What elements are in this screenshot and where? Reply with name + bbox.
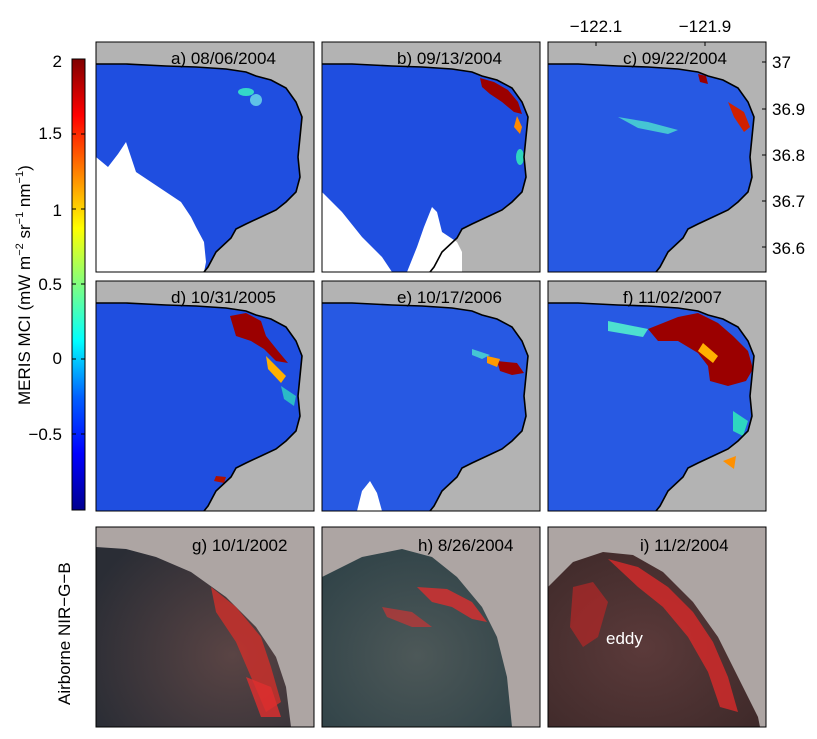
panel-title: d) 10/31/2005 — [171, 288, 276, 307]
bloom-patch — [608, 321, 648, 337]
colorbar-tick: −0.5 — [28, 425, 62, 444]
ocean — [96, 303, 302, 511]
no-data-area — [322, 192, 392, 272]
lat-tick-label: 36.8 — [772, 146, 805, 165]
lon-tick-label: −121.9 — [679, 17, 731, 36]
bloom-patch — [211, 587, 281, 712]
latitude-ticks: 37 36.9 36.8 36.7 36.6 — [772, 53, 805, 258]
bloom-patch — [698, 343, 718, 363]
airborne-image — [322, 549, 512, 727]
panel-i: i) 11/2/2004 eddy — [547, 526, 767, 728]
coastline — [322, 63, 529, 273]
panel-title: a) 08/06/2004 — [171, 49, 276, 68]
bloom-patch — [698, 74, 708, 84]
panel-title: f) 11/02/2007 — [623, 288, 722, 307]
longitude-ticks: −122.1 −121.9 — [570, 17, 731, 36]
eddy-annotation: eddy — [606, 629, 643, 648]
bloom-patch — [281, 386, 296, 406]
lat-tick-label: 37 — [772, 53, 791, 72]
coastline — [322, 302, 529, 512]
panel-a: a) 08/06/2004 — [95, 41, 315, 273]
colorbar-tick: 0.5 — [38, 275, 62, 294]
panel-title: i) 11/2/2004 — [640, 536, 729, 555]
colorbar-tick: 2 — [53, 52, 62, 71]
bloom-patch — [570, 582, 608, 647]
lat-tick-label: 36.7 — [772, 192, 805, 211]
bloom-patch — [417, 587, 487, 622]
no-data-area — [357, 481, 382, 511]
bloom-patch — [480, 78, 522, 114]
no-data-area — [407, 207, 462, 272]
bloom-patch — [238, 88, 254, 96]
bloom-patch — [214, 476, 226, 483]
panel-c: c) 09/22/2004 — [547, 41, 767, 273]
bloom-patch — [728, 102, 750, 132]
bloom-patch — [382, 607, 432, 627]
coastline — [548, 63, 755, 273]
bloom-patch — [266, 356, 286, 383]
panel-f: f) 11/02/2007 — [547, 280, 767, 512]
panel-h: h) 8/26/2004 — [321, 526, 541, 728]
coastline — [96, 302, 303, 512]
lat-tick-label: 36.9 — [772, 100, 805, 119]
colorbar-tick: 1 — [53, 201, 62, 220]
row-label: Airborne NIR−G−B — [55, 562, 74, 705]
bloom-patch — [733, 411, 748, 436]
lat-tick-label: 36.6 — [772, 239, 805, 258]
panel-title: c) 09/22/2004 — [623, 49, 727, 68]
bloom-patch — [497, 361, 524, 375]
colorbar-axis-label: MERIS MCI (mW m−2 sr−1 nm−1) — [14, 165, 34, 405]
bloom-patch — [723, 456, 736, 469]
panel-g: g) 10/1/2002 — [95, 526, 315, 728]
bloom-patch — [608, 559, 738, 712]
panel-e: e) 10/17/2006 — [321, 280, 541, 512]
coastline — [96, 63, 303, 273]
colorbar-tick: 0 — [53, 349, 62, 368]
panel-title: e) 10/17/2006 — [397, 288, 502, 307]
panel-b: b) 09/13/2004 — [321, 41, 541, 273]
ocean — [548, 64, 754, 272]
ocean — [322, 64, 528, 272]
bloom-patch — [230, 313, 288, 363]
bloom-patch — [516, 149, 524, 165]
bloom-patch — [246, 677, 281, 717]
bloom-patch — [472, 349, 490, 359]
panel-title: b) 09/13/2004 — [397, 49, 502, 68]
airborne-image — [96, 547, 291, 727]
bloom-patch — [250, 94, 262, 106]
bloom-patch — [514, 116, 522, 134]
colorbar-tick: 1.5 — [38, 124, 62, 143]
coastline — [548, 302, 755, 512]
bloom-patch — [487, 356, 500, 367]
no-data-area — [96, 142, 206, 272]
bloom-patch — [618, 117, 678, 134]
panel-title: h) 8/26/2004 — [418, 536, 513, 555]
panel-d: d) 10/31/2005 — [95, 280, 315, 512]
lon-tick-label: −122.1 — [570, 17, 622, 36]
panel-title: g) 10/1/2002 — [192, 536, 287, 555]
colorbar-ticks: 2 1.5 1 0.5 0 −0.5 — [28, 52, 85, 444]
colorbar: 2 1.5 1 0.5 0 −0.5 MERIS MCI (mW m−2 sr−… — [14, 52, 86, 511]
